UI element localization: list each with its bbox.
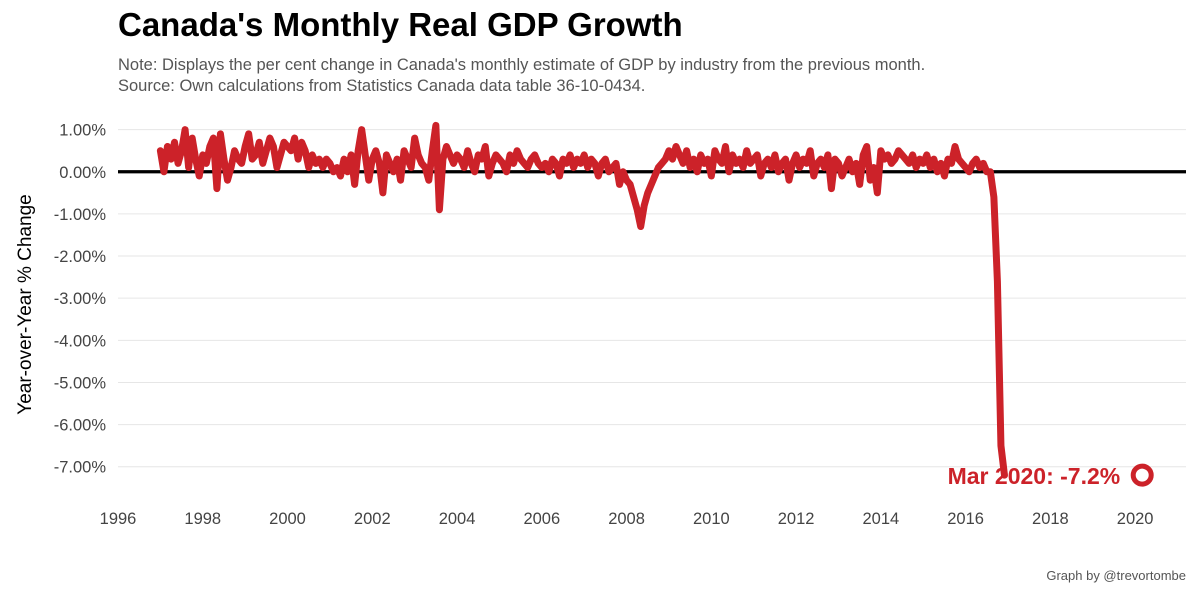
chart-subtitle-note: Note: Displays the per cent change in Ca… xyxy=(118,56,926,74)
y-tick-label: -2.00% xyxy=(54,248,107,266)
y-tick-label: -5.00% xyxy=(54,374,107,392)
x-tick-label: 2014 xyxy=(862,510,899,528)
x-tick-label: 2004 xyxy=(439,510,476,528)
x-tick-label: 2002 xyxy=(354,510,391,528)
x-tick-label: 2008 xyxy=(608,510,645,528)
x-tick-label: 2000 xyxy=(269,510,306,528)
chart-subtitle-source: Source: Own calculations from Statistics… xyxy=(118,77,646,95)
chart-credit-caption: Graph by @trevortombe xyxy=(1046,568,1186,583)
x-tick-label: 2016 xyxy=(947,510,984,528)
grid-lines xyxy=(118,129,1186,468)
y-tick-label: 1.00% xyxy=(59,122,106,140)
gdp-growth-series-line xyxy=(156,121,1008,479)
x-tick-label: 2012 xyxy=(778,510,815,528)
y-tick-label: 0.00% xyxy=(59,164,106,182)
y-tick-label: -4.00% xyxy=(54,332,107,350)
x-tick-label: 2020 xyxy=(1117,510,1154,528)
highlight-point-label: Mar 2020: -7.2% xyxy=(948,463,1121,489)
x-tick-label: 1996 xyxy=(100,510,137,528)
x-tick-label: 2006 xyxy=(523,510,560,528)
y-axis-label: Year-over-Year % Change xyxy=(15,194,36,414)
y-tick-label: -7.00% xyxy=(54,459,107,477)
chart-title: Canada's Monthly Real GDP Growth xyxy=(118,6,683,43)
y-tick-label: -1.00% xyxy=(54,206,107,224)
x-tick-label: 2018 xyxy=(1032,510,1069,528)
y-tick-label: -6.00% xyxy=(54,417,107,435)
x-tick-label: 1998 xyxy=(184,510,221,528)
y-axis-tick-labels: 1.00% 0.00% -1.00% -2.00% -3.00% -4.00% -5.00%… xyxy=(54,122,107,477)
y-tick-label: -3.00% xyxy=(54,290,107,308)
x-tick-label: 2010 xyxy=(693,510,730,528)
highlight-point-marker xyxy=(1130,463,1154,487)
x-axis-tick-labels: 1996 1998 2000 2002 2004 2006 2008 2010 2012 2014… xyxy=(100,510,1154,528)
